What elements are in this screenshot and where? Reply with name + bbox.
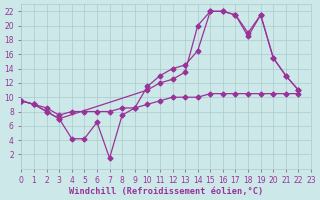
X-axis label: Windchill (Refroidissement éolien,°C): Windchill (Refroidissement éolien,°C) xyxy=(69,187,263,196)
